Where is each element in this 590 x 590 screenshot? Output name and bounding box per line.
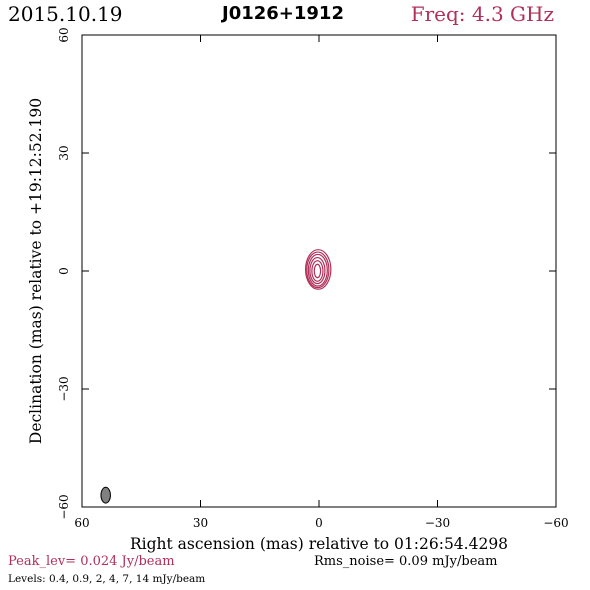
rms-noise: Rms_noise= 0.09 mJy/beam xyxy=(314,554,498,569)
x-tick-label: −60 xyxy=(543,516,568,530)
y-tick-label: −60 xyxy=(57,494,71,519)
y-tick-label: 30 xyxy=(57,145,71,160)
contour-4 xyxy=(309,256,326,285)
x-tick-label: 0 xyxy=(315,516,323,530)
observation-date: 2015.10.19 xyxy=(8,2,123,26)
y-tick-label: 60 xyxy=(57,27,71,42)
contour-levels: Levels: 0.4, 0.9, 2, 4, 7, 14 mJy/beam xyxy=(8,573,206,585)
contour-14 xyxy=(313,263,322,279)
contour-0.4 xyxy=(304,249,332,290)
beam xyxy=(100,486,111,504)
x-tick-label: 30 xyxy=(193,516,208,530)
y-tick-label: −30 xyxy=(57,376,71,401)
x-axis-label: Right ascension (mas) relative to 01:26:… xyxy=(130,535,508,553)
beam-ellipse xyxy=(100,486,111,504)
x-tick-label: 60 xyxy=(74,516,89,530)
y-tick-label: 0 xyxy=(57,267,71,275)
y-tick-labels: 60 30 0 −30 −60 xyxy=(57,27,71,519)
source-name: J0126+1912 xyxy=(222,3,344,24)
contour-2 xyxy=(307,253,328,287)
peak-level: Peak_lev= 0.024 Jy/beam xyxy=(8,554,175,569)
axis-ticks xyxy=(81,34,557,508)
frequency-label: Freq: 4.3 GHz xyxy=(410,2,554,26)
contour-0.9 xyxy=(306,251,330,289)
contour-7 xyxy=(311,260,324,282)
x-tick-labels: 60 30 0 −30 −60 xyxy=(74,516,568,530)
y-axis-label: Declination (mas) relative to +19:12:52.… xyxy=(27,98,45,444)
contour-lines xyxy=(304,249,332,290)
plot-frame xyxy=(81,34,557,508)
x-tick-label: −30 xyxy=(425,516,450,530)
